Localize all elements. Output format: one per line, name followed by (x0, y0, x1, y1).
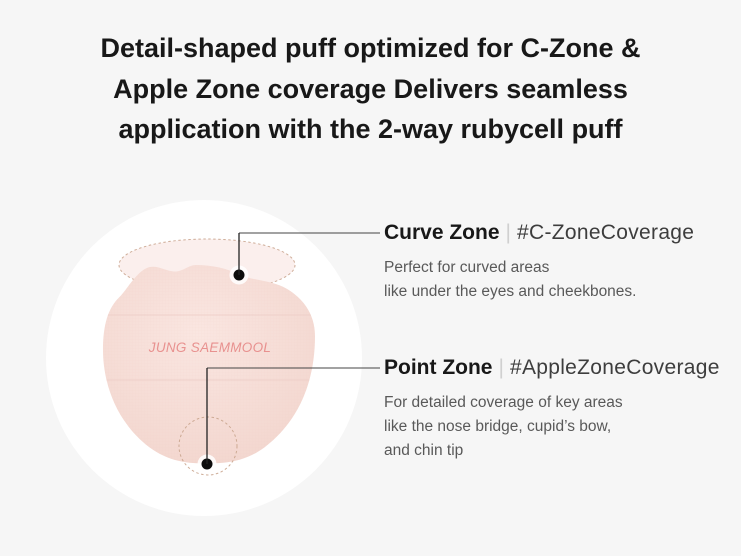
svg-text:JUNG SAEMMOOL: JUNG SAEMMOOL (148, 340, 271, 355)
